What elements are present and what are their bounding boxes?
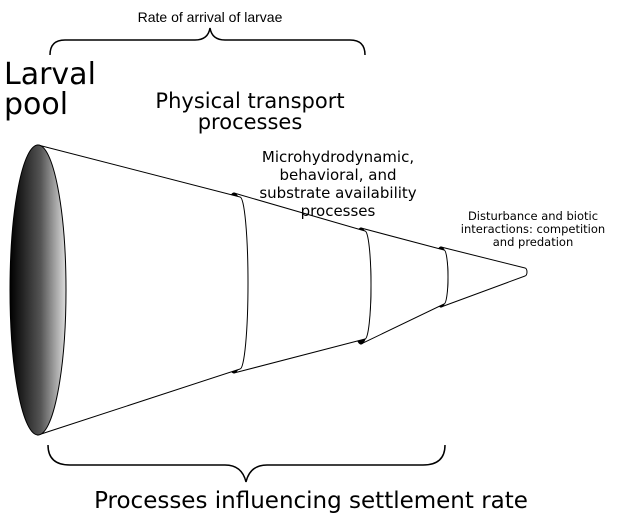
stage-label: processes: [198, 110, 303, 134]
top-brace: [49, 27, 366, 56]
stage-label: substrate availability: [259, 184, 416, 202]
stage-label: and predation: [493, 235, 574, 249]
stage-label: Physical transport: [155, 89, 344, 113]
cone: [360, 227, 449, 345]
bottom-label: Processes influencing settlement rate: [94, 488, 528, 514]
stage-label: behavioral, and: [280, 166, 397, 184]
stage-label: interactions: competition: [461, 222, 605, 236]
cone-opening: [9, 144, 67, 436]
cone: [37, 144, 249, 436]
cone: [233, 192, 372, 374]
stage-label: processes: [301, 202, 376, 220]
stage-label: Larval: [4, 57, 96, 92]
stage-label: pool: [4, 87, 68, 122]
stage-label: Disturbance and biotic: [468, 209, 598, 223]
top-label: Rate of arrival of larvae: [138, 9, 283, 25]
cone: [440, 246, 528, 308]
bottom-brace: [47, 444, 446, 483]
stage-label: Microhydrodynamic,: [262, 148, 414, 166]
funnel: [9, 144, 528, 436]
